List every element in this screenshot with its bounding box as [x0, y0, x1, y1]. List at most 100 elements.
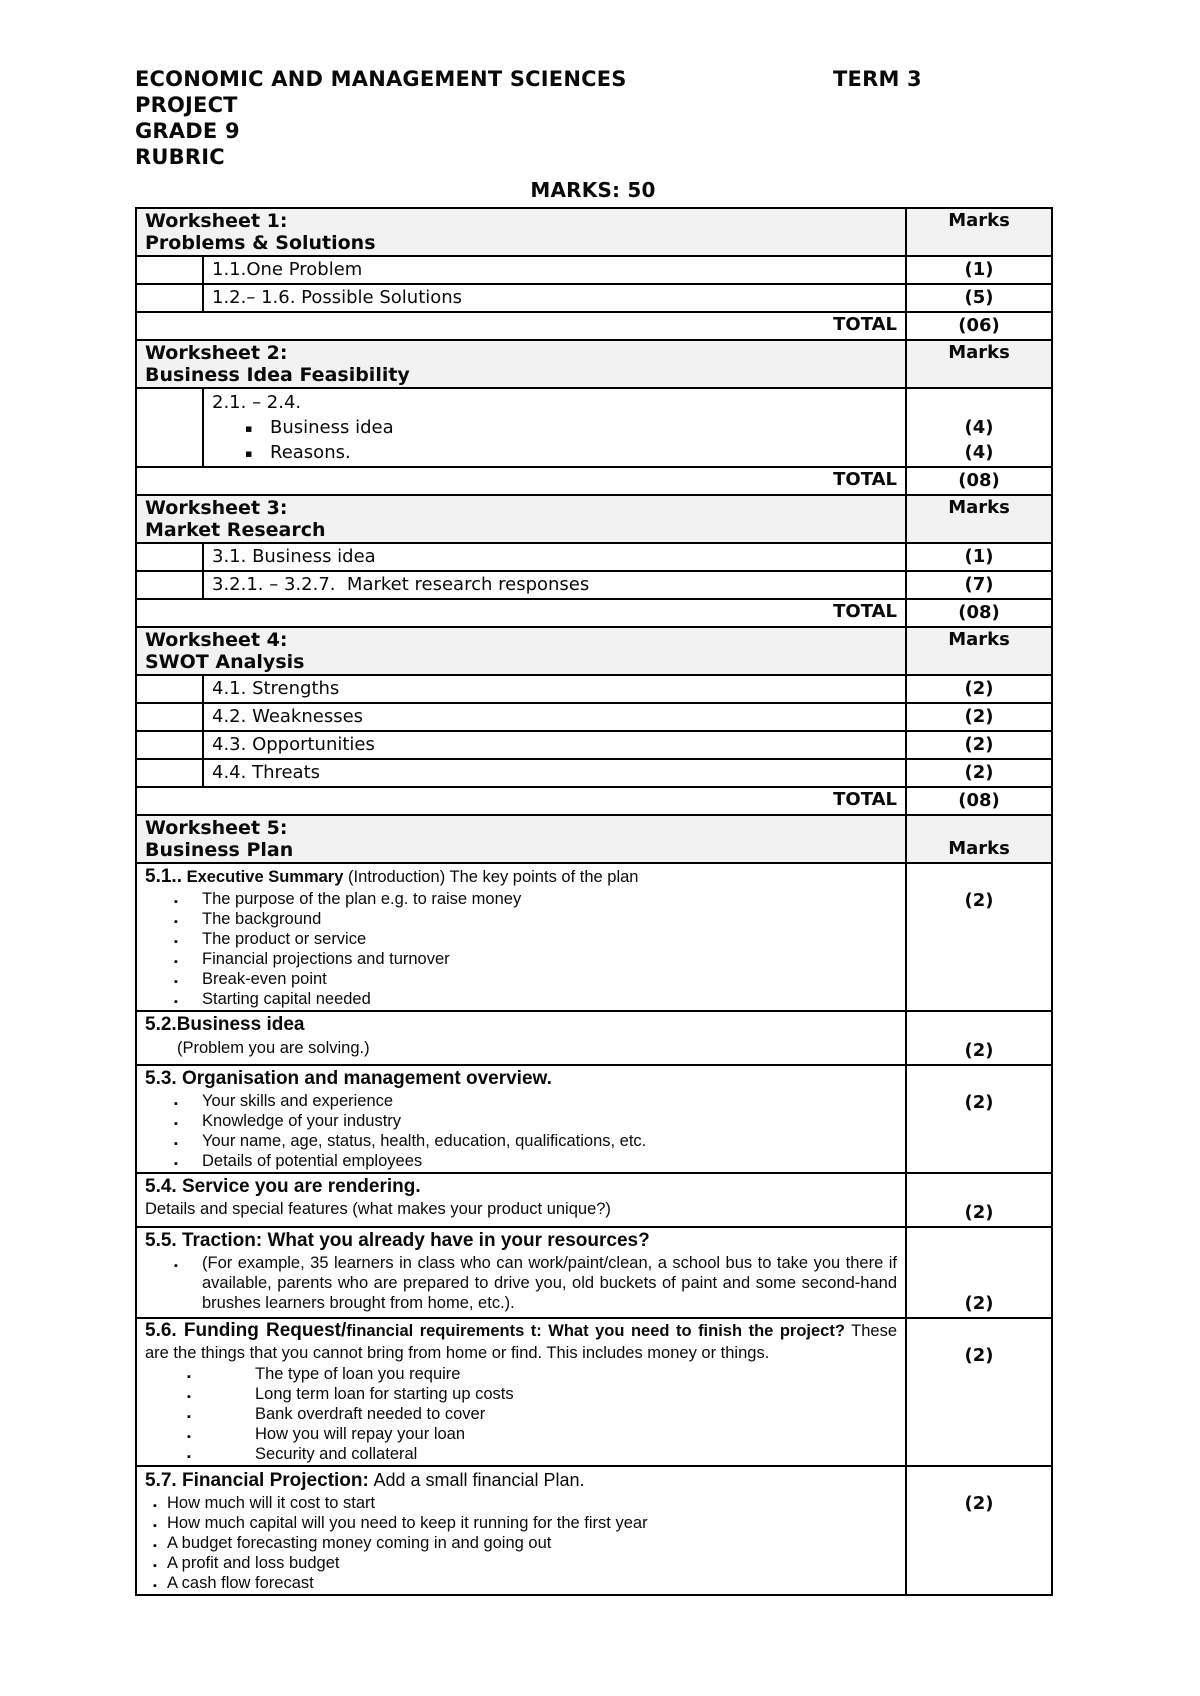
section-5-6-bullet: The type of loan you require: [145, 1364, 897, 1387]
section-5-7-bullet: A budget forecasting money coming in and…: [145, 1533, 897, 1556]
section-5-4-heading: 5.4. Service you are rendering.: [145, 1176, 421, 1197]
ws1-item-2-label: 1.2.– 1.6. Possible Solutions: [201, 283, 908, 313]
ws5-section-5-5: 5.5. Traction: What you already have in …: [134, 1226, 1054, 1319]
ws2-bullet-1: Business idea: [212, 415, 897, 441]
ws5-section-5-6: 5.6. Funding Request/financial requireme…: [134, 1317, 1054, 1467]
section-5-2-marks: (2): [905, 1010, 1054, 1066]
section-5-2-heading: 5.2.Business idea: [145, 1014, 305, 1035]
section-5-5-heading: 5.5. Traction: What you already have in …: [145, 1230, 650, 1251]
ws1-total-label: TOTAL: [134, 311, 908, 341]
subject-title: ECONOMIC AND MANAGEMENT SCIENCES: [135, 67, 627, 91]
section-5-1-bullet: Break-even point: [145, 969, 897, 992]
ws4-header-row: Worksheet 4: SWOT Analysis Marks: [134, 626, 1054, 676]
ws4-total-marks: (08): [905, 786, 1054, 816]
section-5-7-bullet: A profit and loss budget: [145, 1553, 897, 1576]
ws2-item-row: 2.1. – 2.4. Business idea Reasons. (4) (…: [135, 387, 1054, 468]
ws4-title: Worksheet 4: SWOT Analysis: [134, 626, 908, 676]
ws3-total-label: TOTAL: [134, 598, 908, 628]
ws5-title: Worksheet 5: Business Plan: [134, 814, 908, 864]
ws1-item-row: 1.1.One Problem (1): [135, 255, 1054, 285]
ws3-item-row: 3.1. Business idea (1): [135, 542, 1054, 572]
indent-cell: [135, 387, 204, 468]
section-5-2-subtext: (Problem you are solving.): [177, 1039, 370, 1057]
section-5-5-bullet: (For example, 35 learners in class who c…: [145, 1253, 897, 1313]
section-5-7-bullet: How much will it cost to start: [145, 1493, 897, 1516]
ws2-title-line1: Worksheet 2:: [145, 342, 288, 364]
indent-cell: [135, 702, 204, 732]
ws1-title-line1: Worksheet 1:: [145, 210, 288, 232]
ws4-item-1-label: 4.1. Strengths: [201, 674, 908, 704]
section-5-7-marks: (2): [905, 1465, 1054, 1596]
ws3-marks-header: Marks: [905, 494, 1054, 544]
section-5-3-bullet: Details of potential employees: [145, 1151, 897, 1174]
section-5-4-marks: (2): [905, 1172, 1054, 1228]
section-5-6-bold-big: 5.6. Funding Request/: [145, 1320, 347, 1341]
ws3-total-marks: (08): [905, 598, 1054, 628]
ws3-item-row: 3.2.1. – 3.2.7. Market research response…: [135, 570, 1054, 600]
ws4-title-line2: SWOT Analysis: [145, 651, 305, 673]
section-5-3-bullet: Your skills and experience: [145, 1091, 897, 1114]
indent-cell: [135, 674, 204, 704]
ws3-title-line2: Market Research: [145, 519, 326, 541]
section-5-5-cell: 5.5. Traction: What you already have in …: [134, 1226, 908, 1319]
ws3-header-row: Worksheet 3: Market Research Marks: [134, 494, 1054, 544]
ws3-total-row: TOTAL (08): [134, 598, 1054, 628]
ws3-title: Worksheet 3: Market Research: [134, 494, 908, 544]
ws4-item-4-label: 4.4. Threats: [201, 758, 908, 788]
ws2-total-label: TOTAL: [134, 466, 908, 496]
section-5-3-cell: 5.3. Organisation and management overvie…: [134, 1064, 908, 1174]
ws4-item-2-marks: (2): [905, 702, 1054, 732]
ws5-section-5-4: 5.4. Service you are rendering. Details …: [134, 1172, 1054, 1228]
ws4-item-3-marks: (2): [905, 730, 1054, 760]
indent-cell: [135, 730, 204, 760]
section-5-7-cell: 5.7. Financial Projection: Add a small f…: [134, 1465, 908, 1596]
indent-cell: [135, 283, 204, 313]
section-5-1-rest: (Introduction) The key points of the pla…: [348, 868, 639, 886]
section-5-3-bullet: Your name, age, status, health, educatio…: [145, 1131, 897, 1154]
ws1-item-2-marks: (5): [905, 283, 1054, 313]
section-5-1-number: 5.1..: [145, 866, 182, 887]
section-5-7-bold: 5.7. Financial Projection:: [145, 1470, 369, 1491]
section-5-7-bullet: A cash flow forecast: [145, 1573, 897, 1596]
section-5-7-bullet: How much capital will you need to keep i…: [145, 1513, 897, 1536]
section-5-1-bullet: Starting capital needed: [145, 989, 897, 1012]
ws5-section-5-3: 5.3. Organisation and management overvie…: [134, 1064, 1054, 1174]
ws2-title-line2: Business Idea Feasibility: [145, 364, 410, 386]
ws3-title-line1: Worksheet 3:: [145, 497, 288, 519]
ws4-item-1-marks: (2): [905, 674, 1054, 704]
section-5-6-rest: These are the things that you cannot bri…: [145, 1322, 898, 1362]
ws3-item-1-marks: (1): [905, 542, 1054, 572]
ws5-section-5-7: 5.7. Financial Projection: Add a small f…: [134, 1465, 1054, 1596]
section-5-6-bullet: How you will repay your loan: [145, 1424, 897, 1447]
section-5-6-heading: 5.6. Funding Request/financial requireme…: [145, 1320, 897, 1364]
indent-cell: [135, 542, 204, 572]
ws4-title-line1: Worksheet 4:: [145, 629, 288, 651]
ws2-total-marks: (08): [905, 466, 1054, 496]
ws2-bullet-1-marks: (4): [964, 417, 994, 438]
ws1-item-1-marks: (1): [905, 255, 1054, 285]
section-5-6-bullet: Security and collateral: [145, 1444, 897, 1467]
ws4-item-2-label: 4.2. Weaknesses: [201, 702, 908, 732]
section-5-1-bullet: The purpose of the plan e.g. to raise mo…: [145, 889, 897, 912]
section-5-6-cell: 5.6. Funding Request/financial requireme…: [134, 1317, 908, 1467]
rubric-table: Worksheet 1: Problems & Solutions Marks …: [134, 207, 1054, 1596]
ws2-header-row: Worksheet 2: Business Idea Feasibility M…: [134, 339, 1054, 389]
ws4-total-row: TOTAL (08): [134, 786, 1054, 816]
ws4-item-row: 4.1. Strengths (2): [135, 674, 1054, 704]
section-5-1-heading: 5.1.. Executive Summary (Introduction) T…: [145, 865, 897, 889]
grade-label: GRADE 9: [135, 119, 240, 143]
ws4-marks-header: Marks: [905, 626, 1054, 676]
section-5-3-marks: (2): [905, 1064, 1054, 1174]
ws1-total-row: TOTAL (06): [134, 311, 1054, 341]
ws1-total-marks: (06): [905, 311, 1054, 341]
ws2-title: Worksheet 2: Business Idea Feasibility: [134, 339, 908, 389]
section-5-6-bullet: Long term loan for starting up costs: [145, 1384, 897, 1407]
ws2-bullet-2: Reasons.: [212, 440, 897, 466]
document-content: ECONOMIC AND MANAGEMENT SCIENCES TERM 3 …: [134, 66, 1054, 1596]
rubric-label: RUBRIC: [135, 145, 225, 169]
ws5-header-row: Worksheet 5: Business Plan Marks: [134, 814, 1054, 864]
ws5-title-line2: Business Plan: [145, 839, 294, 861]
term-label: TERM 3: [833, 67, 922, 91]
section-5-3-bullet: Knowledge of your industry: [145, 1111, 897, 1134]
